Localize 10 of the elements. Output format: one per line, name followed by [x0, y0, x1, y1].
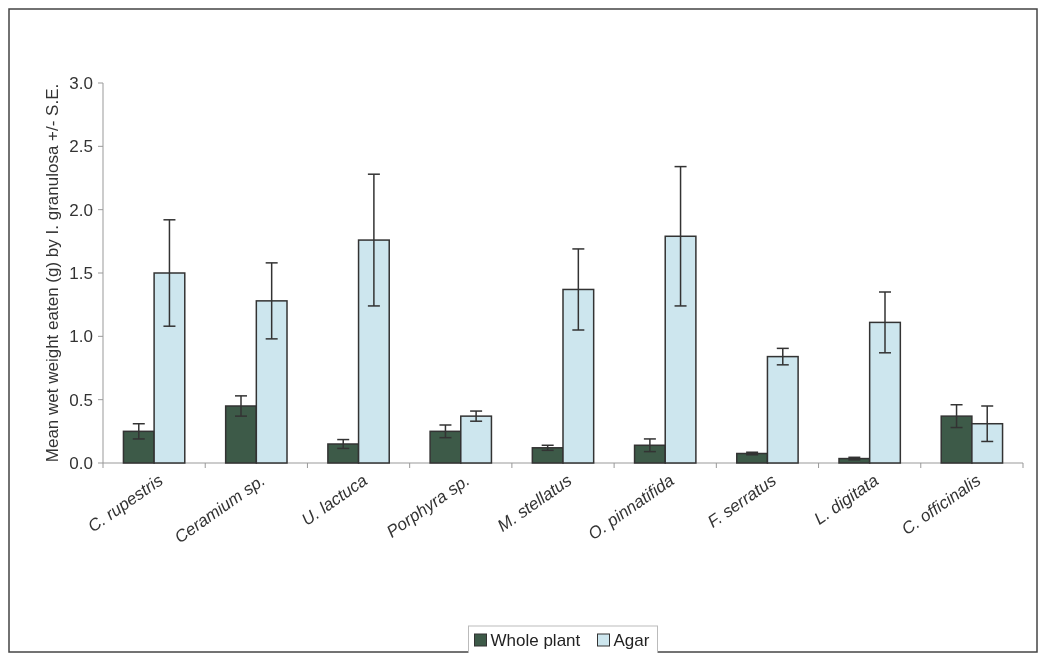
y-tick-label: 2.0 — [69, 200, 93, 220]
y-tick-label: 1.5 — [69, 263, 93, 283]
y-tick-label: 2.5 — [69, 137, 93, 157]
legend-label: Agar — [613, 631, 650, 650]
y-tick-label: 0.0 — [69, 453, 93, 473]
legend-label: Whole plant — [490, 631, 581, 650]
y-tick-label: 3.0 — [69, 73, 93, 93]
y-tick-label: 0.5 — [69, 390, 93, 410]
y-tick-label: 1.0 — [69, 327, 93, 347]
y-axis-title: Mean wet weight eaten (g) by I. granulosa +/- S.E. — [43, 83, 62, 463]
